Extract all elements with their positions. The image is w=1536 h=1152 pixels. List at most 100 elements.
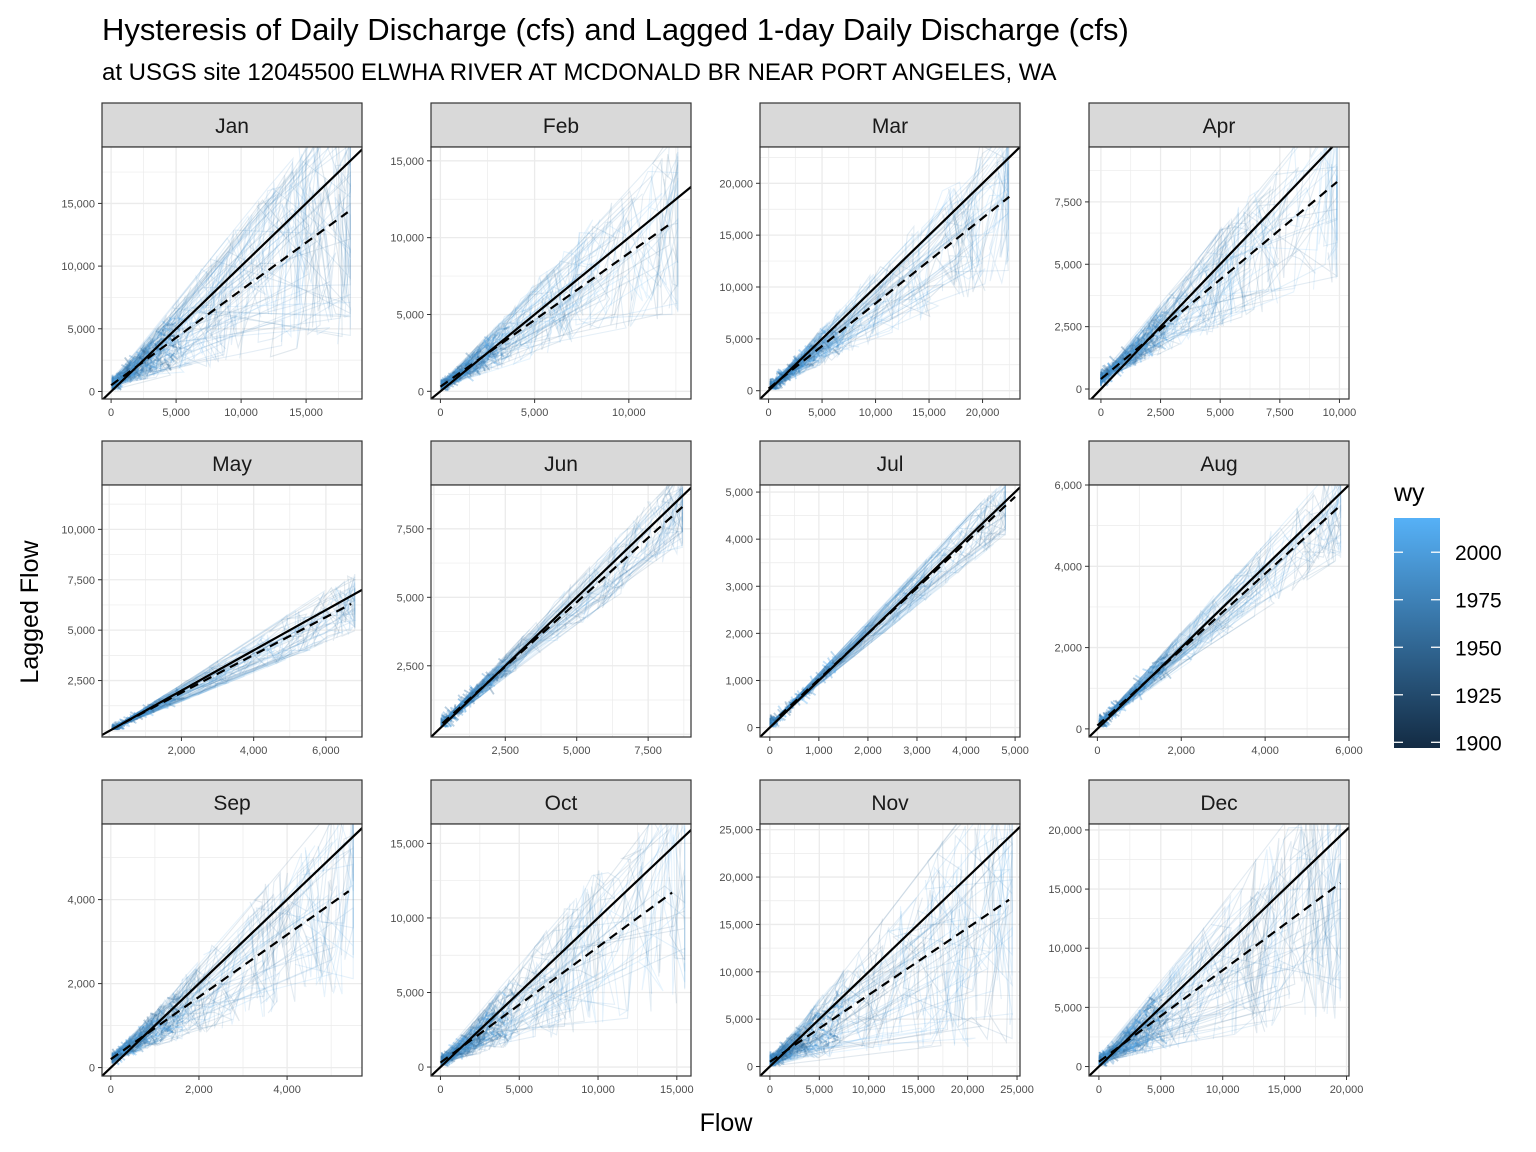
hysteresis-segment — [451, 1054, 456, 1059]
hysteresis-segment — [493, 333, 498, 338]
hysteresis-segment — [483, 688, 489, 693]
hysteresis-segment — [822, 1045, 826, 1053]
hysteresis-trajectory — [114, 147, 337, 384]
hysteresis-segment — [482, 1035, 489, 1040]
hysteresis-segment — [825, 1041, 831, 1047]
hysteresis-segment — [118, 373, 124, 379]
hysteresis-trajectory — [136, 883, 276, 1048]
hysteresis-segment — [444, 714, 452, 720]
hysteresis-trajectory — [113, 637, 293, 728]
hysteresis-segment — [141, 350, 147, 358]
hysteresis-trajectory — [111, 1030, 155, 1065]
x-tick-label: 15,000 — [660, 1084, 694, 1096]
hysteresis-segment — [1099, 717, 1103, 721]
y-tick-label: 2,000 — [725, 628, 753, 640]
hysteresis-segment — [165, 701, 169, 705]
hysteresis-segment — [1098, 1051, 1106, 1058]
hysteresis-trajectory — [1128, 625, 1222, 704]
hysteresis-segment — [773, 714, 782, 722]
hysteresis-trajectory — [1098, 605, 1213, 726]
y-tick-label: 15,000 — [719, 919, 753, 931]
panel-grid — [760, 485, 1020, 737]
x-tick-label: 15,000 — [901, 1084, 935, 1096]
hysteresis-segment — [808, 690, 817, 696]
hysteresis-segment — [790, 1043, 793, 1046]
x-tick-label: 10,000 — [224, 407, 258, 419]
hysteresis-segment — [1098, 1054, 1105, 1061]
x-tick-label: 7,500 — [634, 745, 662, 757]
hysteresis-trajectory — [440, 986, 557, 1059]
hysteresis-segment — [125, 722, 131, 728]
hysteresis-trajectory — [441, 1012, 493, 1065]
hysteresis-segment — [448, 1044, 456, 1048]
hysteresis-trajectory — [114, 607, 356, 727]
hysteresis-trajectory — [1124, 970, 1200, 1046]
hysteresis-segment — [1119, 700, 1124, 704]
hysteresis-segment — [1107, 370, 1112, 379]
hysteresis-segment — [125, 367, 130, 371]
hysteresis-segment — [474, 368, 482, 376]
hysteresis-segment — [831, 659, 835, 665]
y-tick-label: 6,000 — [1054, 480, 1082, 492]
hysteresis-segment — [800, 1042, 806, 1047]
hysteresis-segment — [155, 706, 160, 709]
hysteresis-trajectory — [111, 183, 345, 391]
hysteresis-segment — [1160, 670, 1166, 679]
hysteresis-segment — [169, 352, 176, 359]
hysteresis-segment — [178, 346, 182, 350]
hysteresis-segment — [1163, 668, 1168, 675]
hysteresis-segment — [776, 1053, 782, 1056]
hysteresis-segment — [1138, 1009, 1141, 1017]
hysteresis-segment — [485, 346, 490, 352]
facet-strip — [759, 779, 1021, 825]
hysteresis-segment — [775, 372, 784, 376]
hysteresis-segment — [796, 357, 800, 362]
hysteresis-segment — [463, 706, 467, 713]
hysteresis-segment — [497, 664, 504, 669]
hysteresis-segment — [136, 353, 143, 359]
hysteresis-segment — [128, 1039, 135, 1046]
hysteresis-segment — [1102, 711, 1107, 719]
hysteresis-trajectory — [1098, 928, 1289, 1067]
hysteresis-trajectory — [770, 1004, 823, 1060]
hysteresis-segment — [834, 1003, 841, 1010]
hysteresis-segment — [482, 1033, 487, 1039]
hysteresis-trajectory — [1119, 984, 1199, 1049]
hysteresis-segment — [769, 722, 773, 725]
hysteresis-segment — [111, 722, 117, 728]
facet-label: Jun — [544, 453, 578, 476]
hysteresis-trajectory — [143, 147, 331, 380]
hysteresis-segment — [811, 1044, 818, 1048]
hysteresis-trajectory — [116, 896, 275, 1057]
hysteresis-segment — [783, 371, 792, 379]
hysteresis-segment — [820, 354, 823, 357]
hysteresis-segment — [1148, 679, 1152, 685]
hysteresis-segment — [1143, 683, 1148, 689]
hysteresis-trajectory — [117, 985, 243, 1056]
hysteresis-segment — [120, 1048, 129, 1055]
hysteresis-segment — [1151, 676, 1156, 682]
one-to-one-line — [1089, 147, 1334, 399]
hysteresis-segment — [446, 1055, 449, 1059]
hysteresis-segment — [770, 715, 777, 720]
hysteresis-trajectory — [455, 299, 528, 381]
x-tick-label: 5,000 — [162, 407, 190, 419]
hysteresis-trajectory — [441, 151, 679, 384]
hysteresis-segment — [1123, 1048, 1127, 1052]
hysteresis-segment — [129, 1039, 136, 1042]
hysteresis-segment — [508, 988, 516, 997]
hysteresis-segment — [1105, 375, 1109, 379]
hysteresis-segment — [449, 376, 453, 380]
hysteresis-segment — [795, 1031, 800, 1036]
hysteresis-segment — [1143, 331, 1149, 337]
hysteresis-segment — [819, 669, 826, 677]
hysteresis-segment — [465, 693, 470, 700]
hysteresis-segment — [460, 1051, 464, 1056]
hysteresis-trajectory — [1100, 319, 1154, 386]
hysteresis-segment — [833, 330, 839, 336]
hysteresis-segment — [138, 1027, 142, 1035]
hysteresis-segment — [486, 1011, 494, 1017]
